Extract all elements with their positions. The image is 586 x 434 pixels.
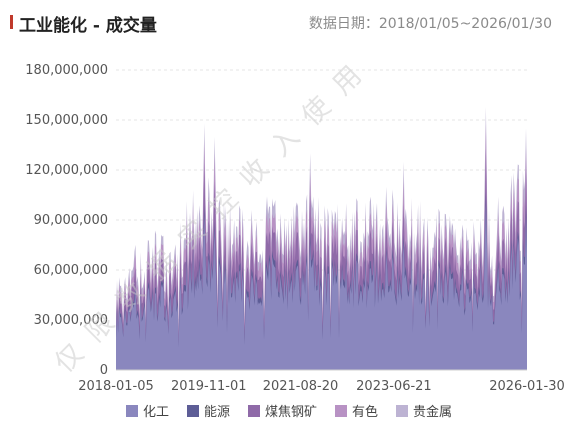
y-tick-label: 30,000,000 bbox=[34, 313, 108, 328]
legend-swatch bbox=[396, 405, 408, 417]
legend-label: 化工 bbox=[143, 405, 169, 420]
legend-label: 煤焦钢矿 bbox=[265, 405, 317, 420]
x-tick-label: 2026-01-30 bbox=[489, 379, 565, 394]
y-tick-label: 60,000,000 bbox=[34, 263, 108, 278]
y-tick-label: 180,000,000 bbox=[25, 63, 108, 78]
x-tick-label: 2021-08-20 bbox=[263, 379, 339, 394]
y-tick-label: 150,000,000 bbox=[25, 113, 108, 128]
legend-swatch bbox=[126, 405, 138, 417]
y-tick-label: 90,000,000 bbox=[34, 213, 108, 228]
legend-label: 贵金属 bbox=[413, 404, 452, 420]
page-title: 工业能化 - 成交量 bbox=[19, 16, 157, 36]
chart-axes: 0 30,000,000 60,000,000 90,000,000 120,000,0… bbox=[25, 63, 565, 394]
legend-label: 有色 bbox=[352, 404, 378, 420]
x-tick-label: 2023-06-21 bbox=[356, 379, 432, 394]
y-tick-label: 120,000,000 bbox=[25, 163, 108, 178]
y-tick-label: 0 bbox=[100, 363, 108, 378]
legend-swatch bbox=[248, 405, 260, 417]
chart-legend: 化工 能源 煤焦钢矿 有色 贵金属 bbox=[126, 404, 452, 420]
chart-series-areas bbox=[116, 106, 527, 370]
x-tick-label: 2018-01-05 bbox=[78, 379, 154, 394]
legend-swatch bbox=[187, 405, 199, 417]
legend-swatch bbox=[335, 405, 347, 417]
title-accent-bar bbox=[10, 15, 13, 29]
legend-label: 能源 bbox=[204, 405, 230, 420]
x-tick-label: 2019-11-01 bbox=[171, 379, 247, 394]
header: 工业能化 - 成交量 数据日期：2018/01/05~2026/01/30 bbox=[0, 0, 586, 40]
series-area-1 bbox=[116, 204, 527, 370]
date-range-label: 数据日期：2018/01/05~2026/01/30 bbox=[308, 16, 552, 32]
